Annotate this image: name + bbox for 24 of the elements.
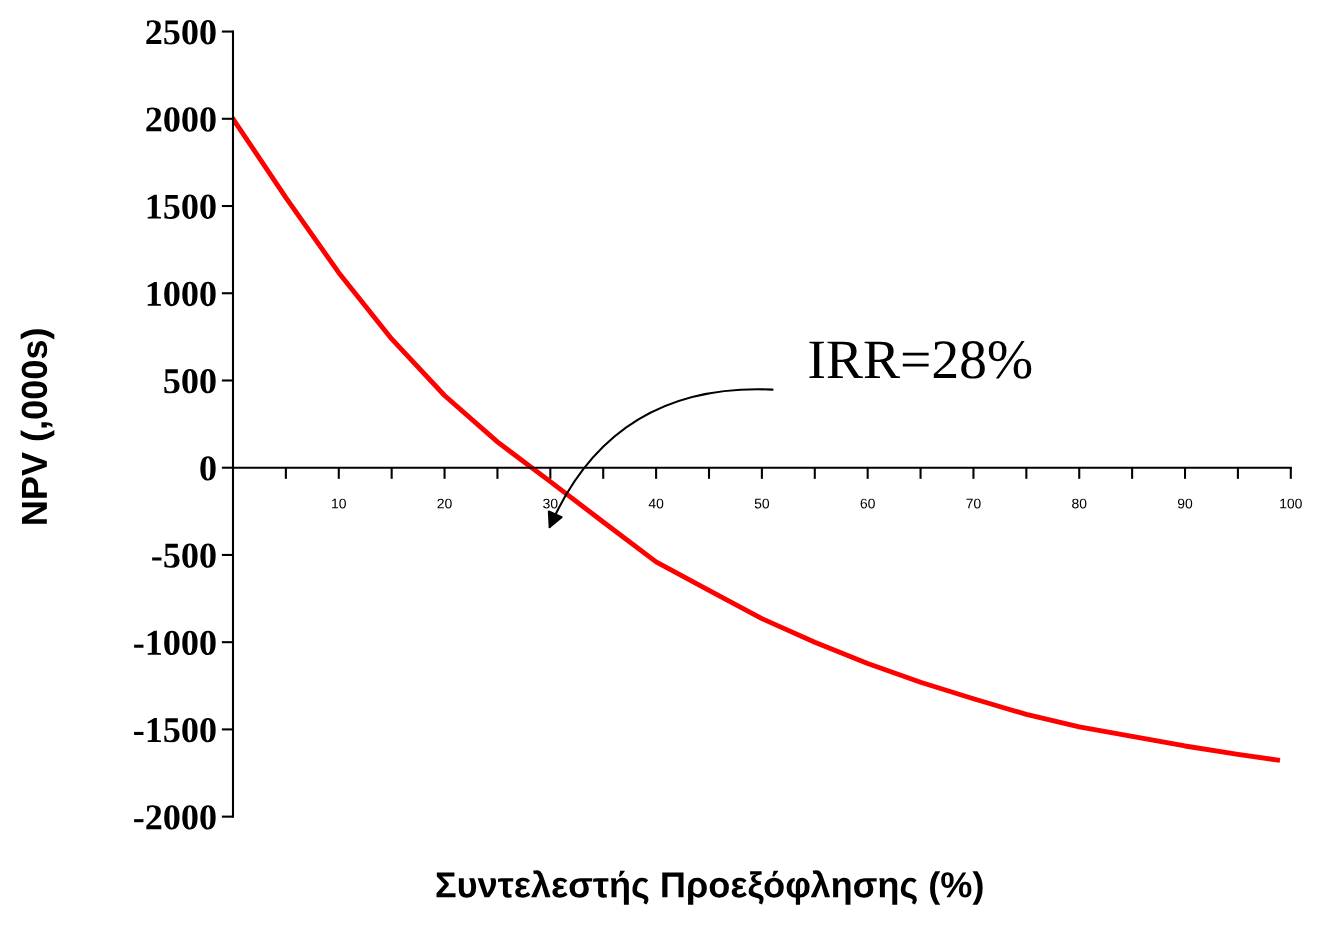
x-tick-label: 40 [648, 498, 664, 509]
y-tick-label: 0 [200, 456, 216, 481]
x-tick-label: 30 [543, 498, 558, 509]
y-tick-label: 2500 [146, 20, 216, 45]
y-tick-label: -2000 [134, 805, 216, 830]
x-axis-title: Συντελεστής Προεξόφλησης (%) [436, 870, 983, 905]
y-axis-title: NPV (,000s) [20, 329, 55, 524]
x-tick-label: 100 [1280, 498, 1302, 509]
y-tick-label: 500 [164, 368, 216, 394]
y-tick-label: 2000 [146, 107, 216, 132]
annotation: IRR=28% [809, 341, 1032, 379]
y-tick-label: 1500 [147, 194, 216, 219]
x-tick-label: 90 [1177, 498, 1193, 509]
x-tick-label: 70 [966, 498, 981, 509]
y-tick-label: 1000 [147, 281, 216, 307]
x-tick-label: 60 [860, 498, 875, 509]
y-tick-label: -1000 [134, 630, 216, 656]
line-series [232, 116, 1280, 763]
x-tick-label: 10 [332, 498, 346, 509]
y-tick-label: -1500 [134, 717, 216, 743]
x-tick-label: 20 [437, 498, 452, 509]
y-tick-label: -500 [152, 543, 216, 568]
x-tick-label: 50 [754, 498, 770, 509]
x-tick-label: 80 [1072, 498, 1087, 509]
